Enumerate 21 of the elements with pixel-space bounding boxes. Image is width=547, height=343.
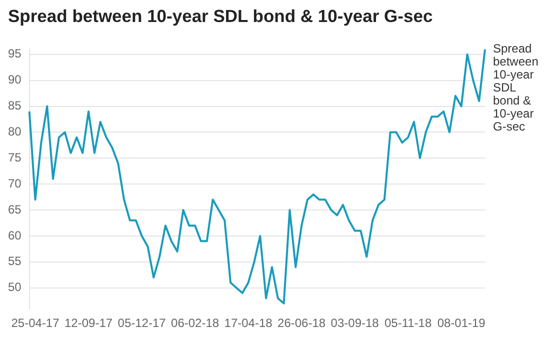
y-tick-label: 95 xyxy=(8,46,22,61)
x-tick-label: 06-02-18 xyxy=(171,316,220,330)
y-tick-label: 75 xyxy=(8,150,22,164)
x-tick-label: 12-09-17 xyxy=(64,316,113,330)
x-tick-label: 08-01-19 xyxy=(437,316,486,330)
y-tick-label: 65 xyxy=(8,202,22,216)
y-tick-label: 50 xyxy=(8,280,22,294)
y-tick-label: 55 xyxy=(8,254,22,268)
y-tick-label: 90 xyxy=(8,72,22,87)
x-tick-label: 05-11-18 xyxy=(384,316,432,330)
x-tick-label: 26-06-18 xyxy=(278,316,326,330)
y-tick-label: 80 xyxy=(8,124,22,139)
x-tick-label: 03-09-18 xyxy=(330,316,380,330)
x-tick-label: 17-04-18 xyxy=(224,316,273,330)
y-tick-label: 60 xyxy=(8,228,22,242)
y-tick-label: 85 xyxy=(8,98,22,113)
series-label: Spread between 10-year SDL bond & 10-year G-sec xyxy=(493,42,538,134)
y-tick-label: 70 xyxy=(8,176,22,190)
x-tick-label: 05-12-17 xyxy=(118,316,166,330)
chart-title: Spread between 10-year SDL bond & 10-year G-sec xyxy=(8,6,433,27)
x-tick-label: 25-04-17 xyxy=(11,316,60,330)
